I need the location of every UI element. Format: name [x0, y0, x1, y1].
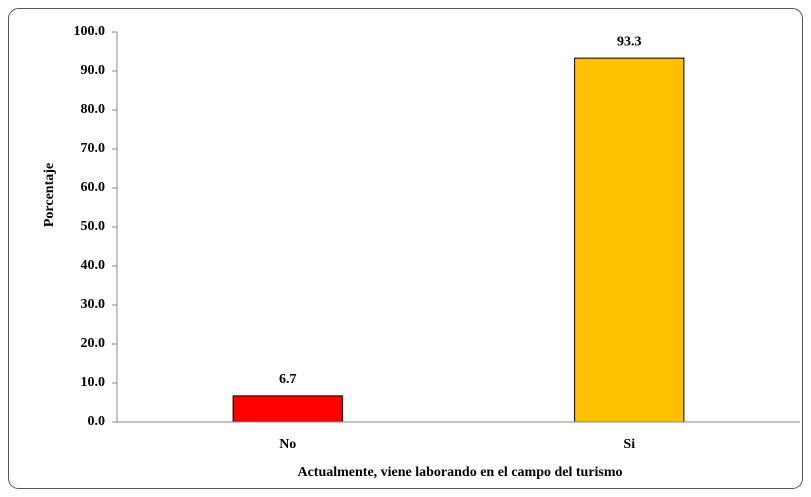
x-tick-label: No — [279, 437, 296, 452]
y-tick-label: 20.0 — [81, 336, 106, 351]
data-label: 6.7 — [279, 372, 297, 387]
y-tick-label: 10.0 — [81, 375, 106, 390]
y-tick-label: 30.0 — [81, 297, 106, 312]
data-label: 93.3 — [617, 34, 642, 49]
y-tick-label: 50.0 — [81, 219, 106, 234]
y-tick-label: 70.0 — [81, 141, 106, 156]
y-tick-label: 90.0 — [81, 63, 106, 78]
bar — [232, 395, 343, 423]
y-axis-label: Porcentaje — [42, 163, 57, 227]
x-tick-label: Si — [623, 437, 635, 452]
y-tick-label: 80.0 — [81, 102, 106, 117]
y-tick-label: 0.0 — [88, 414, 106, 429]
y-tick-label: 40.0 — [81, 258, 106, 273]
y-tick-label: 100.0 — [74, 24, 106, 39]
x-axis-label: Actualmente, viene laborando en el campo… — [297, 465, 622, 480]
y-tick-label: 60.0 — [81, 180, 106, 195]
bar — [574, 57, 685, 423]
